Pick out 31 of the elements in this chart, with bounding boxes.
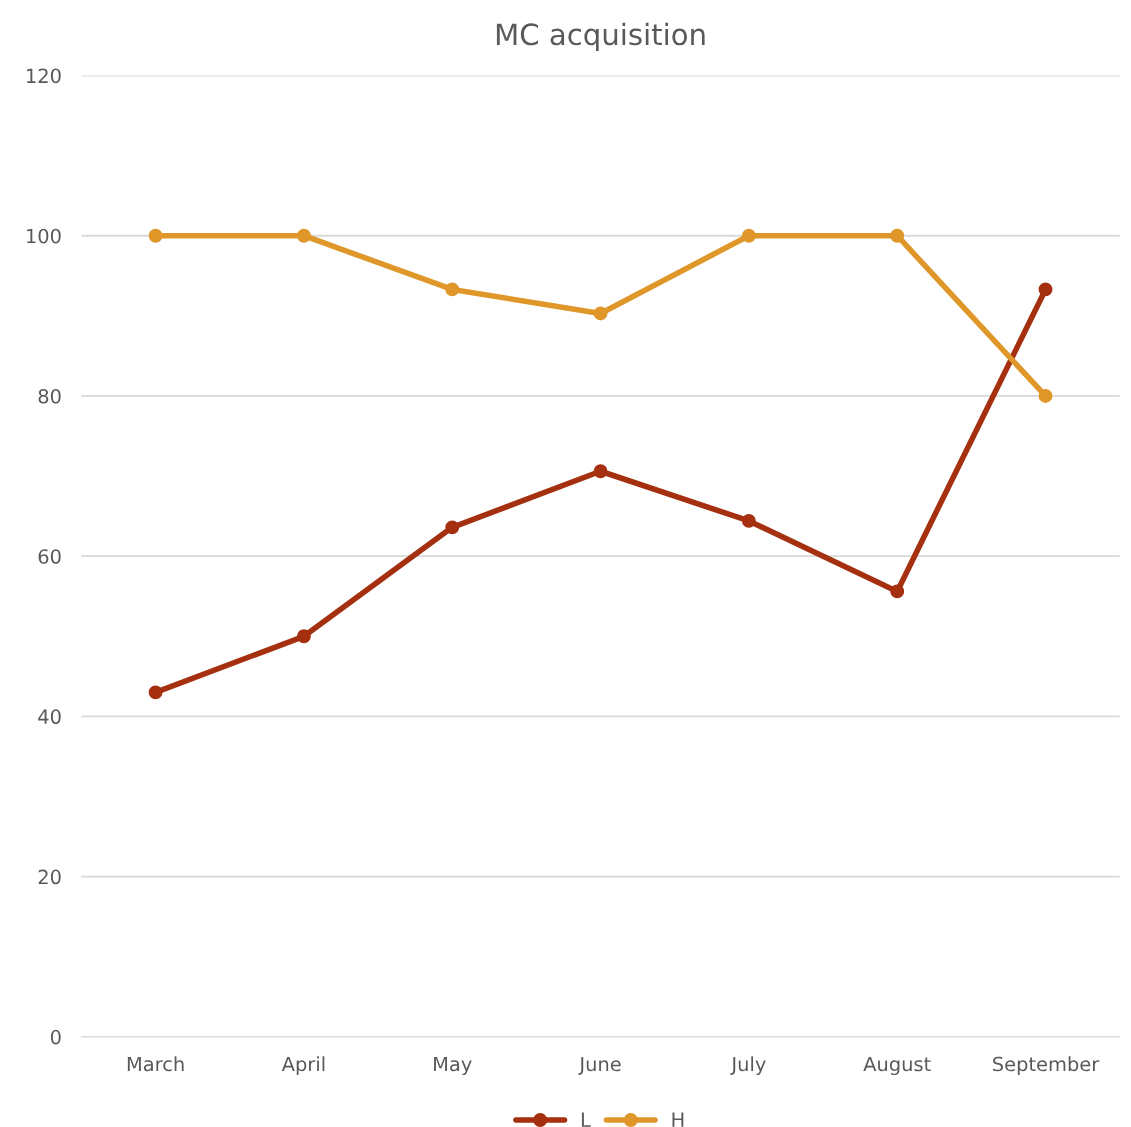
y-tick-label: 120 <box>27 68 61 84</box>
x-tick-label: September <box>993 1056 1100 1076</box>
point <box>445 520 460 535</box>
x-tick-label: March <box>127 1056 184 1072</box>
legend-label: H <box>672 1112 684 1127</box>
point <box>1038 389 1053 403</box>
x-tick-label: July <box>730 1056 766 1076</box>
point <box>890 228 905 243</box>
y-tick-label: 80 <box>38 388 61 404</box>
x-tick-label: August <box>863 1056 931 1076</box>
point <box>148 685 163 700</box>
y-tick-label: 20 <box>38 869 61 885</box>
y-tick-label: 100 <box>27 228 61 244</box>
point <box>1038 282 1053 297</box>
y-tick-label: 40 <box>38 709 61 725</box>
point <box>296 228 311 243</box>
point <box>593 464 608 479</box>
point <box>890 584 905 599</box>
point <box>741 513 756 528</box>
x-tick-label: June <box>578 1056 621 1075</box>
x-tick-label: April <box>281 1056 325 1076</box>
chart-title: MC acquisition <box>496 22 705 52</box>
legend-label: L <box>581 1112 591 1127</box>
point <box>148 228 163 243</box>
x-tick-label: May <box>434 1056 472 1076</box>
y-tick-label: 60 <box>38 549 61 564</box>
point <box>593 306 608 321</box>
point <box>445 282 460 297</box>
point <box>741 228 756 243</box>
y-tick-label: 0 <box>50 1029 61 1045</box>
point <box>296 629 311 644</box>
